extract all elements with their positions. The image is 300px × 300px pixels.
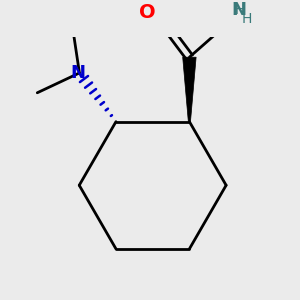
Polygon shape — [183, 57, 196, 122]
Text: N: N — [231, 1, 246, 19]
Text: H: H — [242, 12, 252, 26]
Text: O: O — [139, 3, 155, 22]
Text: H: H — [235, 3, 245, 17]
Text: N: N — [70, 64, 85, 82]
